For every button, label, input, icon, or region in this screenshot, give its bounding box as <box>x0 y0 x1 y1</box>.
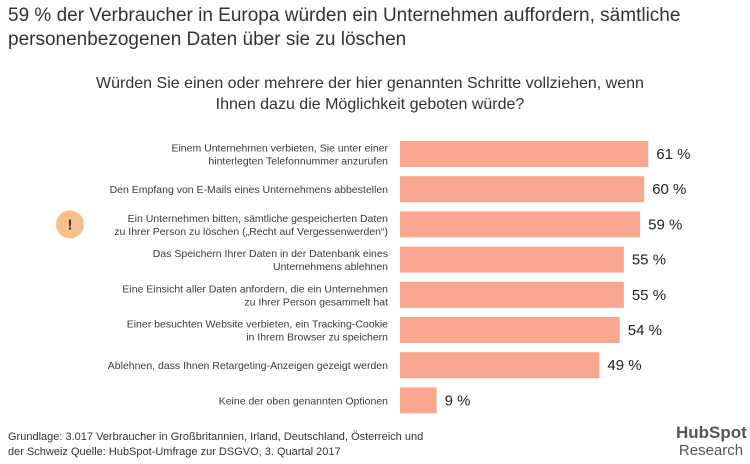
category-label-2: Ein Unternehmen bitten, sämtliche gespei… <box>114 213 388 238</box>
category-label-7: Keine der oben genannten Optionen <box>219 395 388 407</box>
category-label-6: Ablehnen, dass Ihnen Retargeting-Anzeige… <box>108 360 388 372</box>
value-label-5: 54 % <box>628 322 662 339</box>
bar-4 <box>400 281 624 308</box>
category-label-4: Eine Einsicht aller Daten anfordern, die… <box>122 283 388 308</box>
bar-7 <box>400 387 437 414</box>
bar-6 <box>400 352 600 379</box>
footnote-line-2: der Schweiz Quelle: HubSpot-Umfrage zur … <box>8 446 341 458</box>
value-label-6: 49 % <box>607 357 641 374</box>
category-label-3: Das Speichern Ihrer Daten in der Datenba… <box>153 248 388 273</box>
value-label-0: 61 % <box>656 146 690 163</box>
bar-1 <box>400 176 645 203</box>
bar-3 <box>400 246 624 273</box>
value-label-4: 55 % <box>632 287 666 304</box>
bar-5 <box>400 317 620 343</box>
chart-title: 59 % der Verbraucher in Europa würden ei… <box>8 5 681 50</box>
highlight-marker <box>56 210 84 239</box>
value-label-1: 60 % <box>652 181 686 198</box>
category-label-0: Einem Unternehmen verbieten, Sie unter e… <box>171 143 388 168</box>
footnote: Grundlage: 3.017 Verbraucher in Großbrit… <box>8 430 528 460</box>
value-label-2: 59 % <box>648 216 682 233</box>
highlight-mark-glyph: ! <box>68 216 73 233</box>
category-label-5: Einer besuchten Website verbieten, ein T… <box>127 319 388 344</box>
logo-brand: HubSpot <box>676 423 747 442</box>
chart-subtitle: Würden Sie einen oder mehrere der hier g… <box>96 75 644 113</box>
hubspot-research-logo: HubSpot Research <box>676 423 747 460</box>
value-label-3: 55 % <box>632 252 666 269</box>
bar-2 <box>400 211 641 238</box>
footnote-line-1: Grundlage: 3.017 Verbraucher in Großbrit… <box>8 431 424 443</box>
category-label-1: Den Empfang von E-Mails eines Unternehme… <box>110 184 389 196</box>
bar-0 <box>400 141 649 167</box>
logo-sub: Research <box>678 442 744 459</box>
value-label-7: 9 % <box>445 392 471 409</box>
